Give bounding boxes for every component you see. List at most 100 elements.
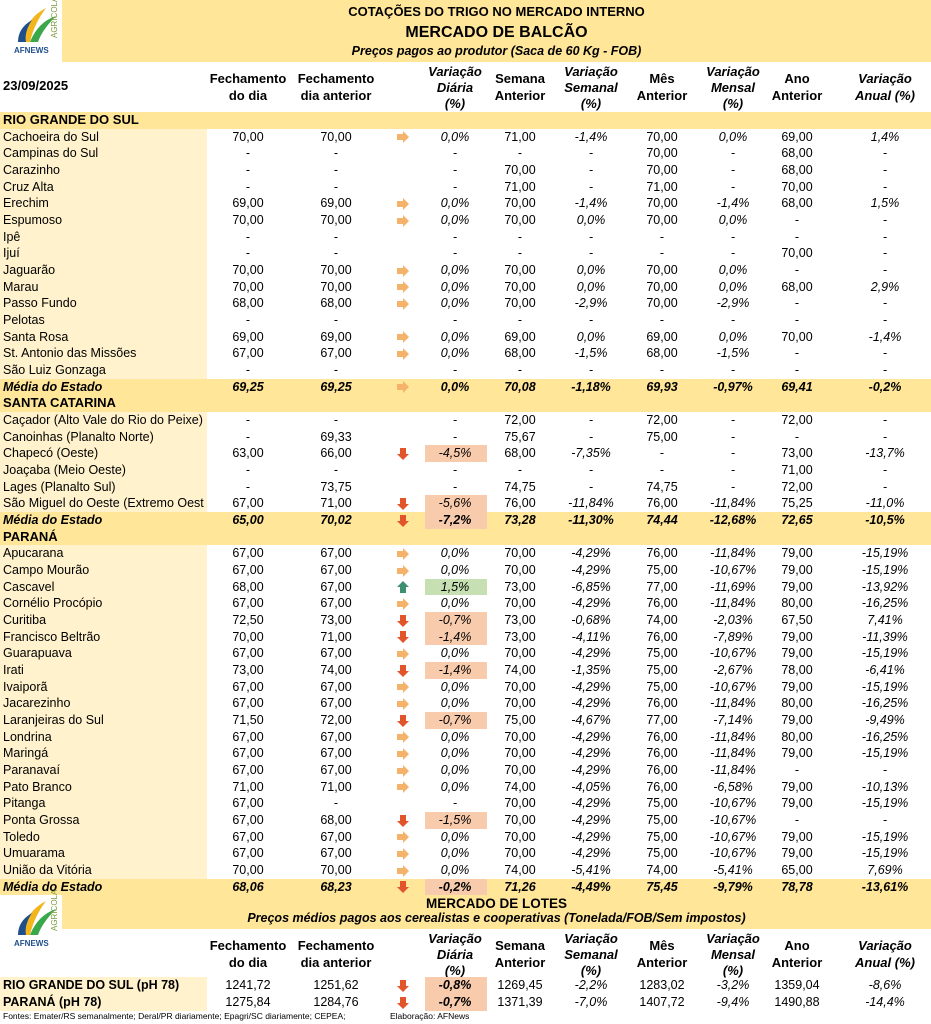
cell-value: -4,29%: [571, 729, 611, 744]
cell-value: 73,00: [781, 446, 813, 461]
cell-value: -: [245, 463, 251, 478]
cell-value: 74,75: [504, 479, 536, 494]
label-cell-bg: [0, 828, 207, 846]
cell-value: 0,0%: [440, 196, 470, 211]
arrow-shape: [397, 847, 409, 860]
cell-value: -: [245, 179, 251, 194]
cell-value: -11,84%: [710, 696, 756, 711]
cell-value: 68,06: [232, 879, 264, 894]
subtitle: MERCADO DE BALCÃO: [405, 24, 588, 41]
cell-value: -0,7%: [438, 613, 472, 628]
cell-value: -2,9%: [574, 296, 608, 311]
column-header: (%): [722, 963, 744, 979]
cell-value: 0,0%: [440, 296, 470, 311]
row-label: Espumoso: [3, 213, 63, 228]
cell-value: -: [588, 313, 594, 328]
label-cell-bg: [0, 628, 207, 646]
cell-value: -: [882, 346, 888, 361]
daily-change-bg: [425, 712, 487, 729]
cell-value: -5,6%: [438, 496, 472, 511]
cell-value: 75,00: [646, 796, 678, 811]
cell-value: -: [333, 413, 339, 428]
column-header: Diária: [436, 80, 474, 95]
trend-arrow: [397, 881, 409, 894]
leaf: [18, 20, 32, 42]
cell-value: 76,00: [646, 496, 678, 511]
leaf: [22, 8, 46, 42]
cell-value: 76,00: [646, 696, 678, 711]
label-cell-bg: [0, 595, 207, 613]
arrow-shape: [397, 664, 409, 677]
trend-arrow: [397, 614, 409, 627]
cell-value: -: [452, 246, 458, 261]
row-label: Passo Fundo: [3, 296, 77, 311]
cell-value: 70,00: [504, 679, 536, 694]
row-label: Santa Rosa: [3, 329, 69, 344]
cell-value: 70,00: [504, 696, 536, 711]
column-header: (%): [580, 96, 602, 111]
cell-value: -6,41%: [865, 663, 905, 678]
cell-value: 0,0%: [576, 213, 606, 228]
row-label: Guarapuava: [3, 646, 72, 661]
cell-value: -11,69%: [710, 579, 756, 594]
cell-value: -: [882, 413, 888, 428]
cell-value: 75,67: [504, 429, 536, 444]
cell-value: 75,00: [646, 846, 678, 861]
arrow-shape: [397, 747, 409, 760]
trend-arrow: [397, 264, 409, 277]
cell-value: 68,00: [320, 813, 352, 828]
cell-value: -7,35%: [571, 446, 611, 461]
trend-arrow: [397, 631, 409, 644]
cell-value: -4,29%: [571, 846, 611, 861]
row-label: Francisco Beltrão: [3, 629, 101, 644]
arrow-shape: [397, 381, 409, 394]
cell-value: -13,7%: [865, 446, 905, 461]
column-header: Variação: [564, 64, 618, 79]
cell-value: -: [588, 479, 594, 494]
average-row-bg: [0, 378, 931, 396]
leaf: [30, 16, 56, 42]
cell-value: -1,4%: [716, 196, 750, 211]
row-label: Pato Branco: [3, 779, 72, 794]
cell-value: 68,00: [504, 446, 536, 461]
cell-value: -: [588, 363, 594, 378]
cell-value: -: [730, 446, 736, 461]
arrow-shape: [397, 597, 409, 610]
cell-value: 1371,39: [497, 995, 543, 1010]
cell-value: 70,00: [320, 213, 352, 228]
cell-value: -10,67%: [709, 646, 757, 661]
cell-value: 76,00: [646, 763, 678, 778]
cell-value: 0,0%: [440, 379, 470, 394]
cell-value: -: [452, 146, 458, 161]
daily-change-bg: [425, 612, 487, 629]
cell-value: 69,00: [320, 329, 352, 344]
label-cell-bg: [0, 645, 207, 663]
cell-value: 65,00: [781, 863, 813, 878]
cell-value: -7,14%: [713, 713, 753, 728]
cell-value: 72,65: [781, 513, 813, 528]
cell-value: 0,0%: [718, 213, 748, 228]
cell-value: 71,00: [781, 463, 813, 478]
trend-arrow: [397, 664, 409, 677]
row-label: Joaçaba (Meio Oeste): [3, 463, 126, 478]
row-label: Canoinhas (Planalto Norte): [3, 429, 154, 444]
trend-arrow: [397, 547, 409, 560]
cell-value: 69,00: [232, 196, 264, 211]
footer-credit: Elaboração: AFNews: [390, 1011, 470, 1021]
arrow-shape: [397, 281, 409, 294]
column-header: Anual (%): [855, 88, 915, 103]
cell-value: 0,0%: [718, 329, 748, 344]
daily-change-bg: [425, 578, 487, 596]
cell-value: 70,00: [646, 129, 678, 144]
cell-value: -10,5%: [865, 513, 905, 528]
row-label: Pitanga: [3, 796, 46, 811]
arrow-shape: [397, 881, 409, 894]
cell-value: 74,00: [646, 613, 678, 628]
cell-value: -10,67%: [709, 829, 757, 844]
cell-value: 77,00: [646, 713, 678, 728]
cell-value: 73,75: [320, 479, 352, 494]
trend-arrow: [397, 381, 409, 394]
cell-value: 69,00: [781, 129, 813, 144]
cell-value: 0,0%: [440, 763, 470, 778]
cell-value: -: [452, 363, 458, 378]
